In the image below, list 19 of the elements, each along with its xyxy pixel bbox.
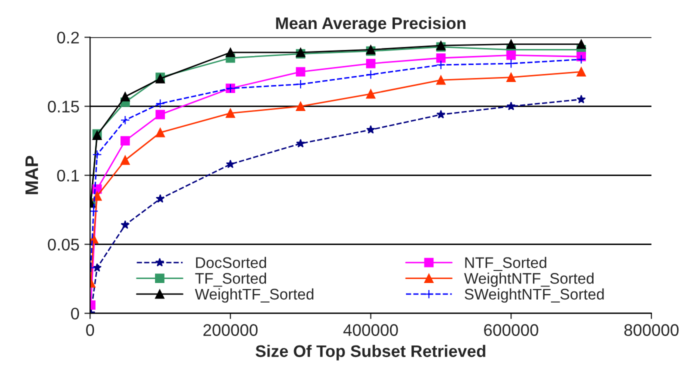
y-tick-label: 0.1 bbox=[57, 170, 79, 182]
legend-label: SWeightNTF_Sorted bbox=[464, 288, 604, 303]
legend-label: TF_Sorted bbox=[195, 272, 266, 287]
legend-label: NTF_Sorted bbox=[465, 256, 546, 271]
y-tick-label: 0 bbox=[71, 308, 80, 320]
x-tick-label: 0 bbox=[86, 324, 94, 336]
chart-title: Mean Average Precision bbox=[276, 16, 466, 32]
y-tick-label: 0.05 bbox=[48, 238, 79, 251]
x-tick-label: 800000 bbox=[624, 324, 679, 336]
x-axis-title: Size Of Top Subset Retrieved bbox=[256, 344, 486, 360]
legend-label: DocSorted bbox=[196, 256, 266, 268]
x-tick-label: 400000 bbox=[343, 324, 398, 336]
x-tick-label: 600000 bbox=[484, 324, 538, 336]
legend-label: WeightNTF_Sorted bbox=[464, 272, 594, 287]
y-axis-title: MAP bbox=[26, 156, 38, 194]
y-tick-label: 0.2 bbox=[57, 32, 79, 44]
legend-label: WeightTF_Sorted bbox=[194, 288, 314, 303]
y-tick-label: 0.15 bbox=[48, 100, 79, 113]
x-tick-label: 200000 bbox=[203, 324, 258, 336]
